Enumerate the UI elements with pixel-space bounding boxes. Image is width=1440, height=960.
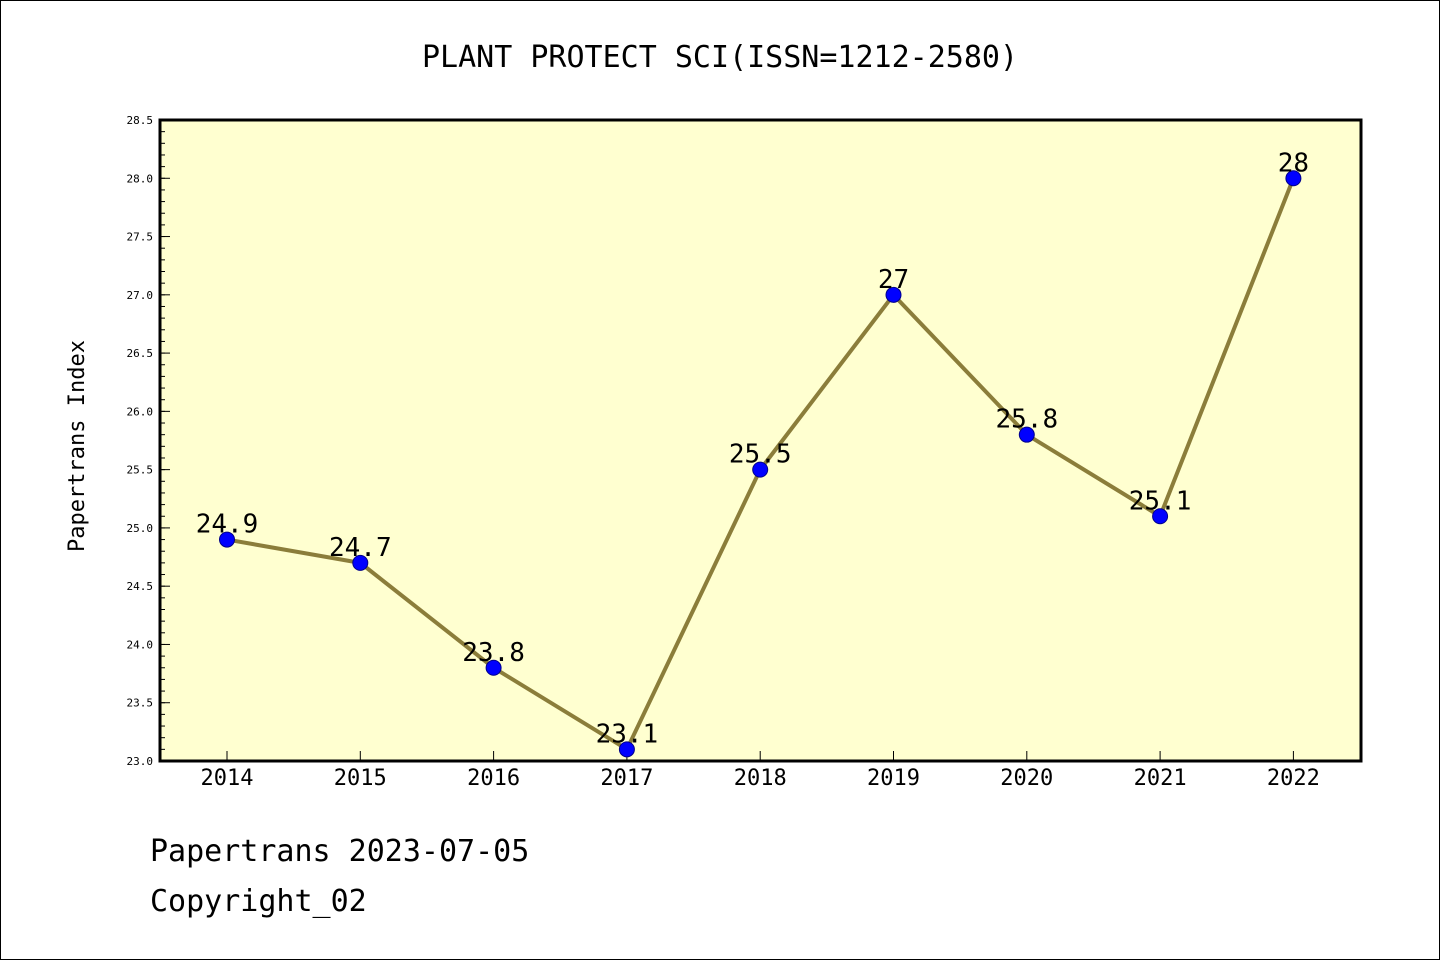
data-point	[885, 286, 902, 303]
y-tick-label: 24.5	[127, 580, 154, 593]
y-tick-label: 28.0	[127, 172, 154, 185]
chart-title: PLANT PROTECT SCI(ISSN=1212-2580)	[422, 40, 1018, 75]
y-axis-label: Papertrans Index	[65, 340, 90, 552]
y-tick-label: 26.5	[127, 347, 154, 360]
y-axis: 23.0 23.5 24.0 24.5 25.0 25.5 26.0 26.5 27.0 27.5…	[127, 114, 170, 768]
data-label: 24.7	[329, 533, 392, 563]
data-label: 25.1	[1129, 486, 1192, 516]
y-tick-label: 23.0	[127, 755, 154, 768]
y-tick-label: 27.0	[127, 289, 154, 302]
y-tick-label: 25.5	[127, 464, 154, 477]
data-point	[485, 659, 502, 676]
data-point	[1285, 170, 1302, 187]
y-tick-label: 23.5	[127, 697, 154, 710]
y-tick-label: 26.0	[127, 405, 154, 418]
footer-date: Papertrans 2023-07-05	[150, 834, 530, 869]
data-point	[752, 461, 769, 478]
x-tick-label: 2020	[1000, 766, 1053, 791]
data-label: 25.5	[729, 440, 792, 470]
data-label: 23.8	[462, 638, 525, 668]
data-label: 25.8	[995, 405, 1058, 435]
data-markers	[219, 170, 1302, 758]
x-tick-label: 2018	[734, 766, 787, 791]
data-label: 27	[878, 265, 909, 295]
x-tick-label: 2019	[867, 766, 920, 791]
x-axis: 2014 2015 2016 2017 2018 2019 2020 2021 2022	[201, 751, 1320, 791]
x-tick-label: 2022	[1267, 766, 1320, 791]
plot-area	[160, 120, 1361, 761]
data-point	[618, 741, 635, 758]
data-label: 23.1	[596, 719, 659, 749]
y-tick-label: 27.5	[127, 231, 154, 244]
x-tick-label: 2014	[201, 766, 254, 791]
data-label: 24.9	[196, 510, 259, 540]
data-point	[352, 554, 369, 571]
plot-border	[158, 118, 1363, 763]
data-labels: 24.9 24.7 23.8 23.1 25.5 27 25.8 25.1 28	[196, 148, 1309, 749]
x-tick-label: 2017	[600, 766, 653, 791]
data-label: 28	[1278, 148, 1309, 178]
footer-copyright: Copyright_02	[150, 884, 367, 919]
x-tick-label: 2021	[1134, 766, 1187, 791]
y-tick-label: 25.0	[127, 522, 154, 535]
y-tick-label: 24.0	[127, 638, 154, 651]
data-point	[1018, 426, 1035, 443]
x-tick-label: 2016	[467, 766, 520, 791]
y-tick-label: 28.5	[127, 114, 154, 127]
x-tick-label: 2015	[334, 766, 387, 791]
data-point	[1152, 508, 1169, 525]
data-point	[219, 531, 235, 548]
